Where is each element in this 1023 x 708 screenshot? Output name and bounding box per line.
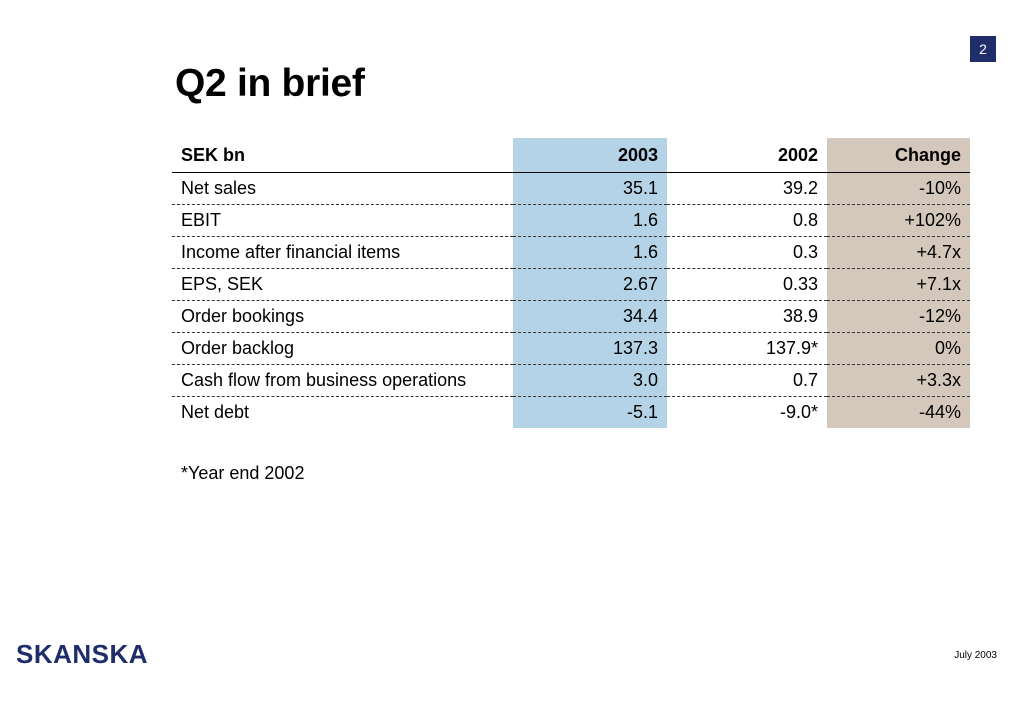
row-label: Net sales	[181, 178, 257, 198]
value-change: +7.1x	[827, 268, 970, 301]
table-row: Net sales 35.1 39.2 -10%	[172, 172, 970, 205]
value-2002: 38.9	[667, 300, 827, 333]
value-change: +102%	[827, 204, 970, 237]
row-label: Order backlog	[172, 332, 513, 365]
row-label: EBIT	[172, 204, 513, 237]
header-sek-bn: SEK bn	[172, 138, 513, 173]
value-change: -44%	[827, 396, 970, 428]
row-label: Income after financial items	[172, 236, 513, 269]
slide-title: Q2 in brief	[175, 62, 365, 105]
value-change: +3.3x	[827, 364, 970, 397]
value-2003: 1.6	[513, 204, 667, 237]
value-2003: 35.1	[513, 172, 667, 205]
page-number-badge: 2	[970, 36, 996, 62]
table-row: Income after financial items 1.6 0.3 +4.…	[172, 236, 970, 269]
row-label: Cash flow from business operations	[172, 364, 513, 397]
table-header-row: SEK bn 2003 2002 Change	[172, 138, 970, 173]
value-2002: -9.0*	[667, 396, 827, 428]
header-2002: 2002	[667, 138, 827, 173]
value-2003: 1.6	[513, 236, 667, 269]
value-change: 0%	[827, 332, 970, 365]
row-label: EPS, SEK	[172, 268, 513, 301]
row-label: Order bookings	[172, 300, 513, 333]
value-2003: 3.0	[513, 364, 667, 397]
value-2002: 0.3	[667, 236, 827, 269]
header-change: Change	[827, 138, 970, 173]
value-2002: 39.2	[782, 178, 818, 198]
table-row: Order bookings 34.4 38.9 -12%	[172, 300, 970, 333]
summary-table: SEK bn 2003 2002 Change Net sales 35.1 3…	[172, 138, 970, 428]
value-2003: -5.1	[513, 396, 667, 428]
header-2003: 2003	[513, 138, 667, 173]
table-row: Net debt -5.1 -9.0* -44%	[172, 396, 970, 428]
value-2002: 0.8	[667, 204, 827, 237]
value-2002: 137.9*	[667, 332, 827, 365]
value-change: -10%	[827, 172, 970, 205]
footnote: *Year end 2002	[181, 463, 305, 483]
value-change: -12%	[827, 300, 970, 333]
footer-date: July 2003	[954, 650, 997, 661]
value-2002: 0.7	[667, 364, 827, 397]
row-label: Net debt	[172, 396, 513, 428]
value-2002: 0.33	[667, 268, 827, 301]
value-2003: 2.67	[513, 268, 667, 301]
table-row: Order backlog 137.3 137.9* 0%	[172, 332, 970, 365]
value-change: +4.7x	[827, 236, 970, 269]
table-row: Cash flow from business operations 3.0 0…	[172, 364, 970, 397]
value-2003: 137.3	[513, 332, 667, 365]
value-2003: 34.4	[513, 300, 667, 333]
table-row: EBIT 1.6 0.8 +102%	[172, 204, 970, 237]
skanska-logo: SKANSKA	[16, 639, 149, 669]
table-row: EPS, SEK 2.67 0.33 +7.1x	[172, 268, 970, 301]
